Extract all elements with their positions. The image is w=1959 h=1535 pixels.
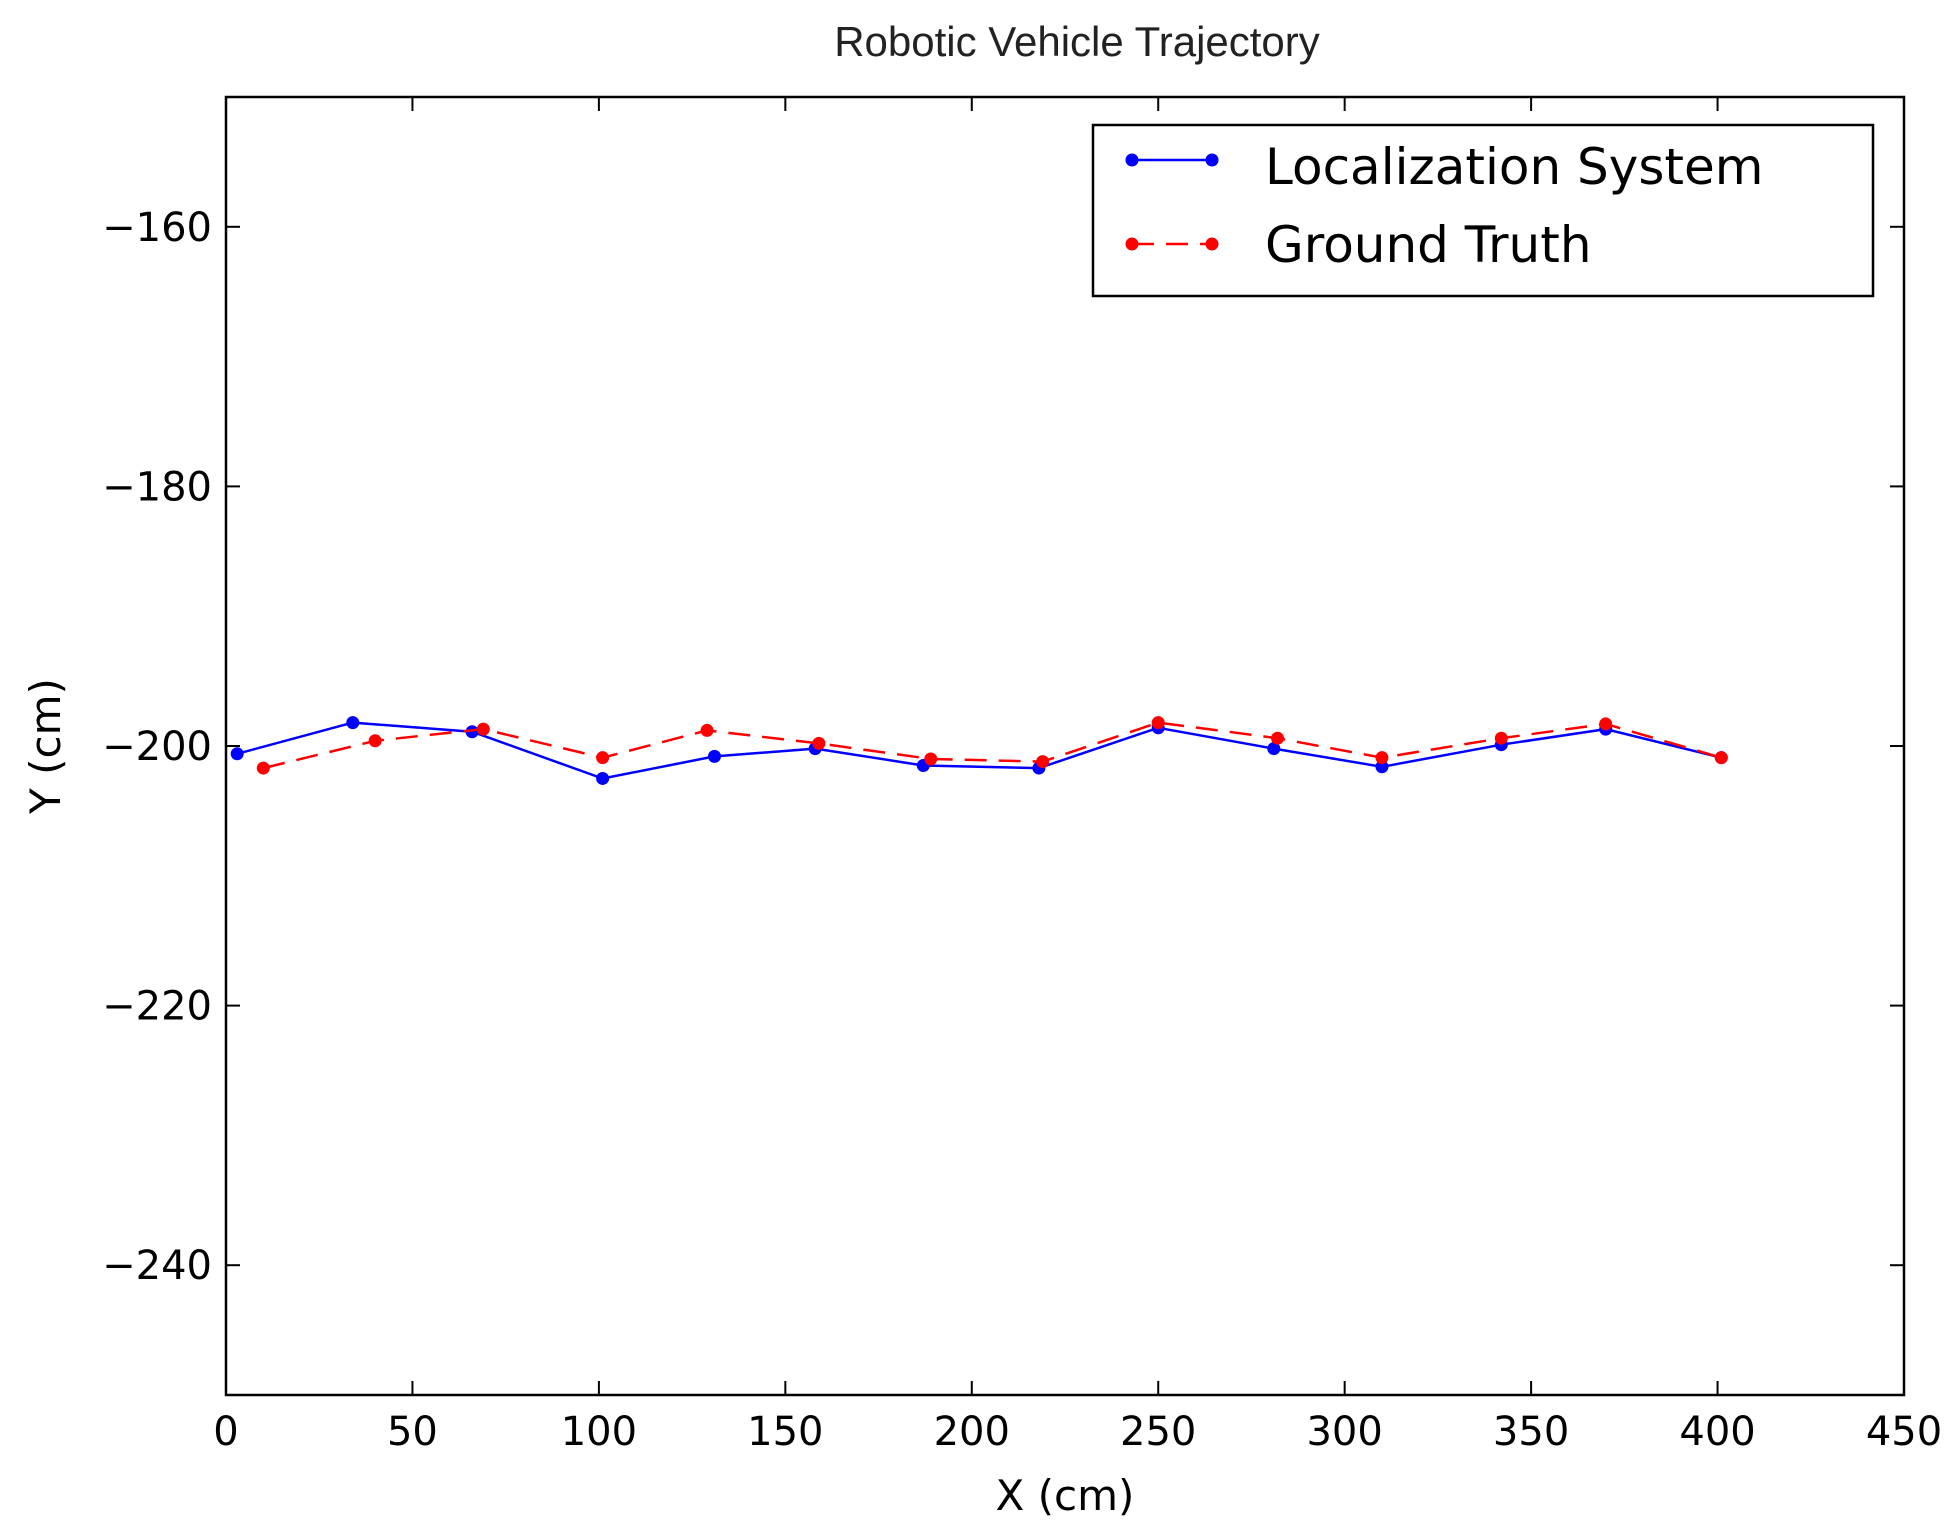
y-tick-label: −240 (102, 1243, 212, 1289)
data-point-ground-truth (1494, 731, 1508, 745)
y-axis-label: Y (cm) (21, 678, 70, 815)
data-point-ground-truth (476, 722, 490, 736)
data-point-localization-system (346, 716, 360, 730)
data-point-ground-truth (924, 752, 938, 766)
x-tick-label: 100 (561, 1409, 637, 1455)
data-point-ground-truth (700, 723, 714, 737)
x-tick-label: 250 (1120, 1409, 1196, 1455)
data-point-ground-truth (1036, 755, 1050, 769)
y-tick-label: −180 (102, 464, 212, 510)
y-tick-label: −220 (102, 984, 212, 1030)
series-line-ground-truth (263, 721, 1722, 770)
data-point-ground-truth (368, 734, 382, 748)
x-axis-label: X (cm) (996, 1471, 1135, 1520)
legend-box (1091, 123, 1875, 298)
legend-marker-ground-truth (1125, 237, 1139, 251)
data-point-localization-system (1375, 760, 1389, 774)
x-tick-label: 450 (1866, 1409, 1942, 1455)
data-point-ground-truth (1271, 731, 1285, 745)
data-point-localization-system (596, 771, 610, 785)
y-tick-label: −200 (102, 724, 212, 770)
legend: Localization System Ground Truth (1091, 123, 1875, 298)
data-point-localization-system (1267, 742, 1281, 756)
x-tick-label: 0 (213, 1409, 238, 1455)
series-line-localization-system (236, 721, 1722, 780)
legend-entries (1125, 153, 1219, 251)
data-point-ground-truth (1375, 751, 1389, 765)
axis-ticks: 0 50 100 150 200 250 300 350 400 450 −160 −180 −200 −… (102, 97, 1942, 1455)
plot-frame (224, 95, 1906, 1397)
data-point-ground-truth (1151, 716, 1165, 730)
legend-marker-localization-system (1125, 153, 1139, 167)
data-point-localization-system (465, 725, 479, 739)
data-point-ground-truth (1714, 751, 1728, 765)
data-point-ground-truth (812, 736, 826, 750)
series-layer (230, 716, 1728, 785)
x-tick-label: 50 (387, 1409, 438, 1455)
legend-marker-ground-truth (1205, 237, 1219, 251)
x-tick-label: 150 (747, 1409, 823, 1455)
legend-label-localization-system: Localization System (1265, 138, 1764, 196)
chart-title: Robotic Vehicle Trajectory (834, 18, 1320, 65)
y-tick-label: −160 (102, 205, 212, 251)
legend-marker-localization-system (1205, 153, 1219, 167)
data-point-localization-system (707, 749, 721, 763)
x-tick-label: 400 (1679, 1409, 1755, 1455)
data-point-localization-system (230, 747, 244, 761)
data-point-ground-truth (596, 751, 610, 765)
x-tick-label: 200 (934, 1409, 1010, 1455)
x-tick-label: 300 (1306, 1409, 1382, 1455)
data-point-ground-truth (256, 761, 270, 775)
x-tick-label: 350 (1493, 1409, 1569, 1455)
data-point-ground-truth (1599, 717, 1613, 731)
legend-label-ground-truth: Ground Truth (1265, 216, 1592, 274)
